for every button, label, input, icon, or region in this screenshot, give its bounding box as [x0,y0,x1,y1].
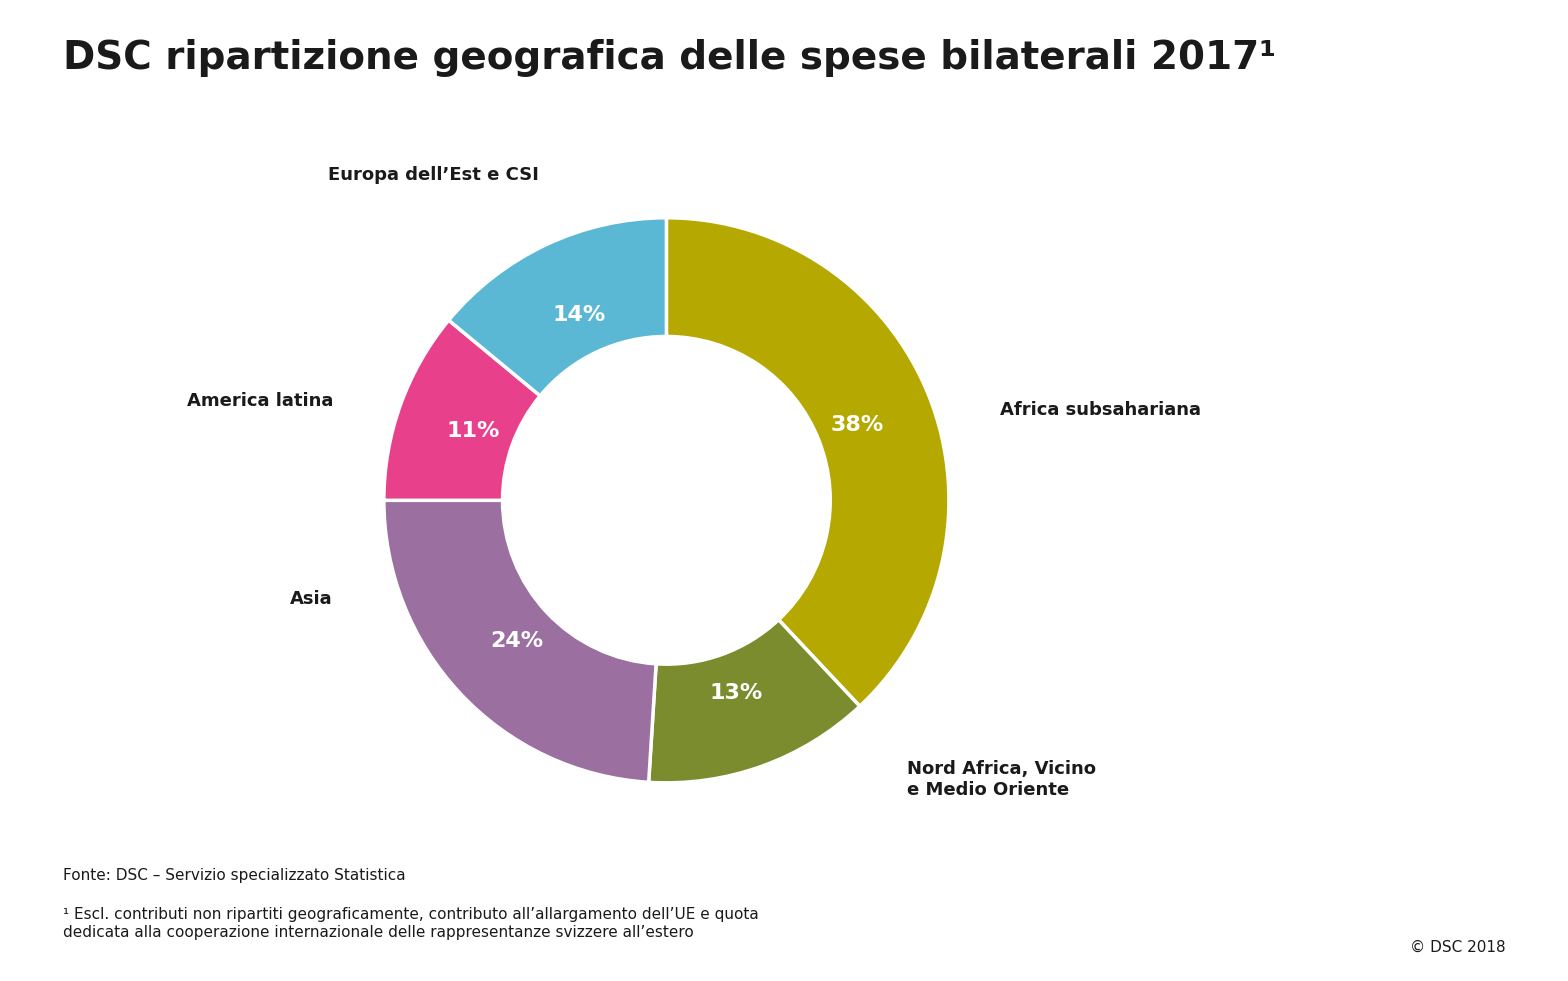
Text: © DSC 2018: © DSC 2018 [1410,940,1505,955]
Wedge shape [666,218,949,706]
Wedge shape [448,218,666,396]
Text: 38%: 38% [829,415,883,435]
Text: Fonte: DSC – Servizio specializzato Statistica: Fonte: DSC – Servizio specializzato Stat… [63,868,406,883]
Text: 13%: 13% [709,683,762,703]
Text: 11%: 11% [447,421,500,440]
Text: Asia: Asia [290,591,332,608]
Text: DSC ripartizione geografica delle spese bilaterali 2017¹: DSC ripartizione geografica delle spese … [63,39,1276,77]
Text: ¹ Escl. contributi non ripartiti geograficamente, contributo all’allargamento de: ¹ Escl. contributi non ripartiti geograf… [63,907,759,940]
Wedge shape [384,500,655,782]
Text: Nord Africa, Vicino
e Medio Oriente: Nord Africa, Vicino e Medio Oriente [906,760,1096,800]
Text: 14%: 14% [552,305,605,325]
Wedge shape [649,620,859,783]
Text: Africa subsahariana: Africa subsahariana [1000,401,1201,419]
Text: Europa dell’Est e CSI: Europa dell’Est e CSI [328,166,539,183]
Text: 24%: 24% [491,631,544,650]
Wedge shape [384,320,539,500]
Text: America latina: America latina [187,392,332,410]
